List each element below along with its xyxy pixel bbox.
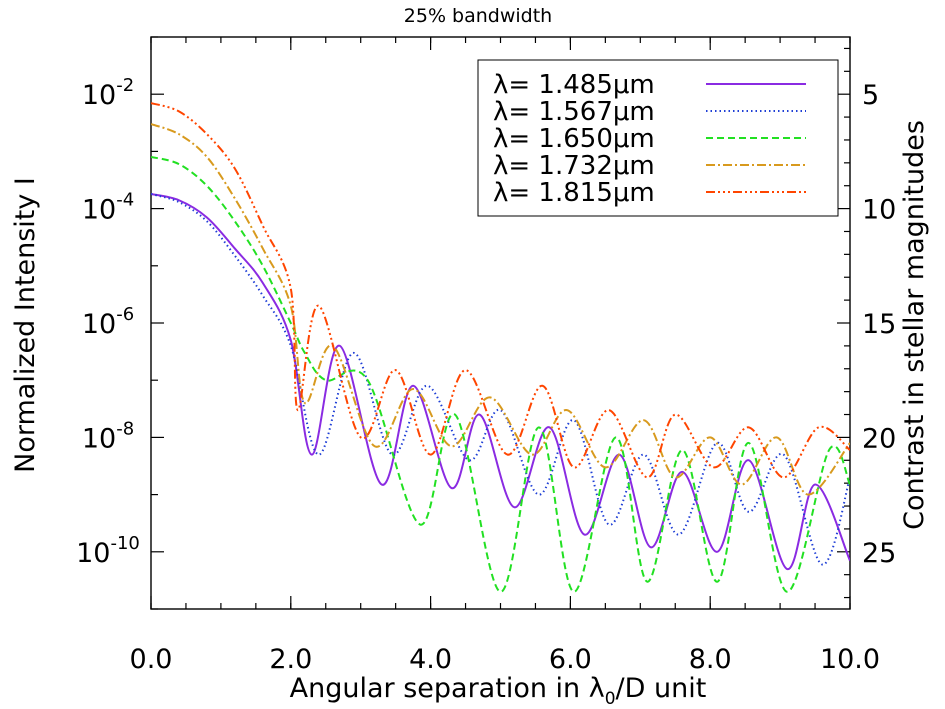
- x-axis-label: Angular separation in λ0/D unit: [290, 673, 707, 709]
- y-tick-base: 10: [82, 423, 116, 454]
- x-axis-ticks: 0.0 2.0 4.0 6.0 8.0 10.0: [130, 37, 880, 675]
- y2-tick-label: 25: [862, 538, 896, 569]
- y-tick-label: 10-4: [82, 190, 134, 226]
- legend-label: λ= 1.567μm: [493, 97, 655, 127]
- y2-tick-label: 20: [862, 423, 896, 454]
- series-lines: [151, 102, 850, 593]
- legend-label: λ= 1.485μm: [493, 70, 655, 100]
- y2-tick-label: 5: [862, 80, 879, 111]
- y-tick-base: 10: [82, 80, 116, 111]
- y2-axis-ticks: 5 10 15 20 25: [837, 47, 896, 599]
- x-tick-label: 0.0: [130, 644, 173, 675]
- x-axis-label-tail: /D unit: [616, 673, 707, 704]
- y-tick-base: 10: [82, 309, 116, 340]
- x-axis-label-main: Angular separation in λ: [290, 673, 605, 704]
- y-axis-ticks: 10-210-410-610-810-10: [76, 36, 164, 610]
- y2-axis-label: Contrast in stellar magnitudes: [899, 120, 930, 530]
- y-tick-exponent: -8: [116, 418, 134, 439]
- y-tick-exponent: -4: [116, 190, 134, 211]
- x-tick-label: 4.0: [409, 644, 452, 675]
- series-line-3: [151, 155, 850, 593]
- series-line-4: [151, 123, 850, 496]
- y2-tick-label: 10: [862, 195, 896, 226]
- series-line-2: [151, 193, 850, 566]
- x-tick-label: 6.0: [549, 644, 592, 675]
- y-tick-base: 10: [82, 195, 116, 226]
- y2-tick-label: 15: [862, 309, 896, 340]
- x-axis-label-sub: 0: [605, 689, 616, 709]
- y-tick-exponent: -2: [116, 75, 134, 96]
- chart-title: 25% bandwidth: [404, 5, 552, 27]
- legend-label: λ= 1.650μm: [493, 124, 655, 154]
- y-tick-label: 10-10: [76, 533, 140, 569]
- y-tick-exponent: -10: [110, 533, 139, 554]
- y-tick-label: 10-6: [82, 304, 134, 340]
- y-tick-exponent: -6: [116, 304, 134, 325]
- x-tick-label: 2.0: [269, 644, 312, 675]
- series-line-1: [151, 193, 850, 571]
- y-tick-label: 10-2: [82, 75, 134, 111]
- x-tick-label: 10.0: [820, 644, 880, 675]
- legend-label: λ= 1.815μm: [493, 178, 655, 208]
- y-tick-label: 10-8: [82, 418, 134, 454]
- series-line-5: [151, 102, 850, 479]
- x-tick-label: 8.0: [689, 644, 732, 675]
- legend-label: λ= 1.732μm: [493, 151, 655, 181]
- y-tick-base: 10: [76, 538, 110, 569]
- y-axis-label: Normalized Intensity I: [10, 177, 41, 473]
